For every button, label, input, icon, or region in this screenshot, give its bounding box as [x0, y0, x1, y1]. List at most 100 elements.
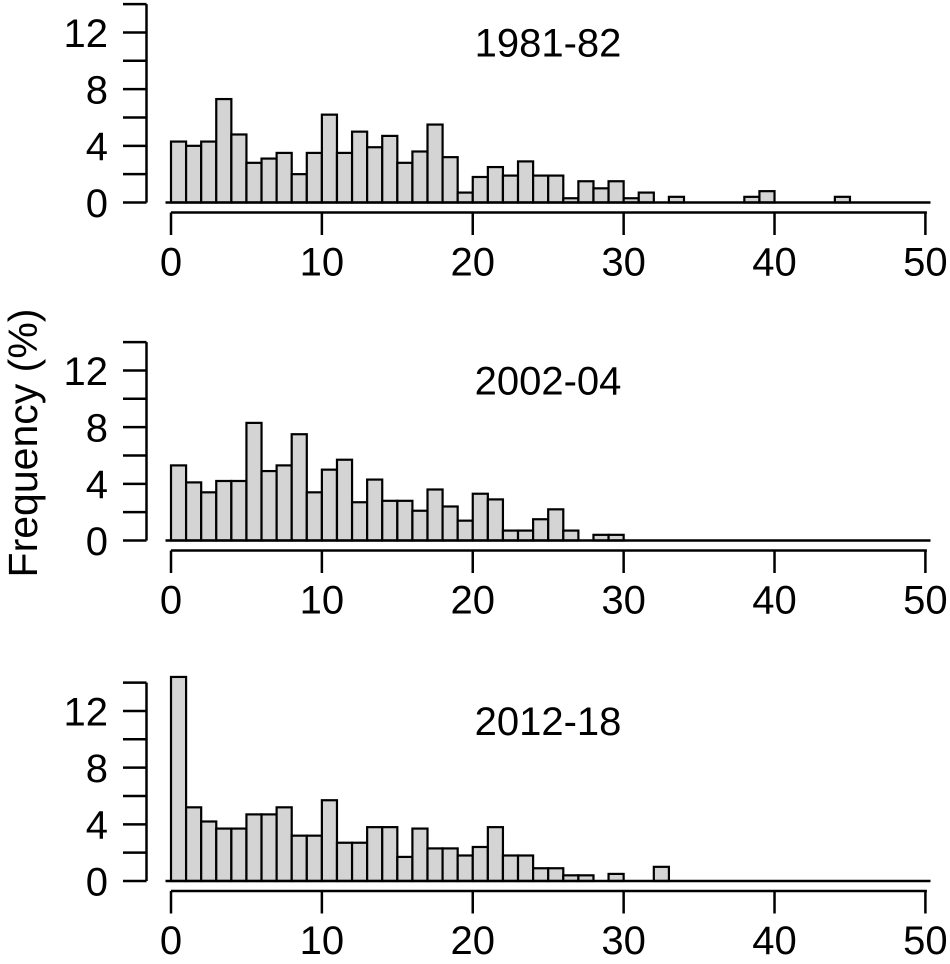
- x-tick-label: 50: [903, 919, 948, 963]
- histogram-bar: [200, 140, 218, 204]
- x-tick-label: 0: [160, 241, 182, 285]
- histogram-bar: [381, 499, 399, 542]
- x-axis: 0 10 20 30 40 50: [160, 889, 948, 963]
- panel-title: 2002-04: [475, 360, 622, 404]
- panel-2012-18: 0 4 8 12 0 10 20 30 40 50 2012-18: [64, 675, 948, 963]
- histogram-bar: [350, 501, 369, 542]
- histogram-bar: [230, 827, 248, 883]
- bars-group: [169, 421, 625, 542]
- x-tick-label: 40: [752, 241, 797, 285]
- y-tick-label: 8: [86, 69, 108, 113]
- x-tick-label: 40: [752, 919, 797, 963]
- histogram-bar: [215, 479, 233, 542]
- y-tick-label: 4: [86, 463, 108, 507]
- histogram-bar: [547, 508, 565, 542]
- histogram-bar: [366, 478, 384, 542]
- histogram-bar: [411, 150, 429, 204]
- histogram-bar: [547, 867, 565, 883]
- histogram-bar: [471, 845, 489, 883]
- histogram-bar: [245, 813, 263, 883]
- histogram-bar: [320, 468, 339, 542]
- histogram-bar: [516, 854, 535, 883]
- x-tick-label: 20: [451, 241, 496, 285]
- y-axis-title: Frequency (%): [0, 309, 46, 578]
- histogram-bar: [471, 175, 489, 204]
- histogram-bar: [411, 509, 429, 542]
- y-tick-label: 4: [86, 125, 108, 169]
- histogram-bar: [230, 133, 248, 204]
- histogram-bar: [381, 134, 399, 204]
- histogram-bar: [532, 174, 550, 204]
- histogram-bar: [441, 847, 459, 883]
- x-tick-label: 10: [300, 919, 345, 963]
- histogram-bar: [456, 854, 474, 883]
- y-tick-label: 0: [86, 182, 108, 226]
- histogram-bar: [577, 180, 595, 204]
- y-tick-label: 12: [64, 12, 109, 56]
- x-tick-label: 20: [451, 919, 496, 963]
- histogram-bar: [215, 97, 233, 204]
- y-axis: 0 4 8 12: [64, 2, 148, 226]
- histogram-bar: [184, 144, 203, 204]
- y-tick-label: 0: [86, 860, 108, 904]
- histogram-bar: [396, 855, 414, 883]
- histogram-bar: [320, 799, 339, 883]
- x-tick-label: 30: [601, 919, 646, 963]
- histogram-bar: [381, 826, 399, 883]
- histogram-bar: [396, 161, 414, 204]
- panel-title: 1981-82: [475, 22, 622, 66]
- histogram-bar: [275, 806, 293, 883]
- x-tick-label: 30: [601, 241, 646, 285]
- histogram-bar: [516, 160, 535, 204]
- y-axis: 0 4 8 12: [64, 681, 148, 904]
- histogram-bar: [486, 165, 505, 204]
- histogram-bar: [260, 813, 278, 883]
- histogram-bar: [275, 151, 293, 204]
- bars-group: [169, 675, 671, 883]
- histogram-bar: [486, 826, 505, 883]
- histogram-bar: [169, 140, 188, 204]
- histogram-bar: [215, 827, 233, 883]
- y-axis: 0 4 8 12: [64, 340, 148, 564]
- histogram-bar: [607, 180, 625, 204]
- histogram-bar: [350, 841, 369, 883]
- histogram-bar: [184, 481, 203, 542]
- histogram-bar: [547, 174, 565, 204]
- histogram-bar: [200, 820, 218, 883]
- y-tick-label: 8: [86, 747, 108, 791]
- y-tick-label: 12: [64, 350, 109, 394]
- x-axis: 0 10 20 30 40 50: [160, 211, 948, 285]
- histogram-bar: [456, 519, 474, 542]
- histogram-bar: [305, 834, 323, 883]
- y-tick-label: 0: [86, 520, 108, 564]
- histogram-bar: [245, 161, 263, 204]
- histogram-bar: [335, 151, 354, 204]
- histogram-bar: [305, 151, 323, 204]
- histogram-bar: [426, 847, 444, 883]
- bars-group: [169, 97, 852, 204]
- histogram-bar: [426, 488, 444, 542]
- histogram-bar: [200, 491, 218, 542]
- histogram-bar: [516, 529, 535, 542]
- histogram-bar: [441, 156, 459, 204]
- x-axis: 0 10 20 30 40 50: [160, 549, 948, 623]
- histogram-bar: [184, 806, 203, 883]
- histogram-bar: [230, 479, 248, 542]
- y-tick-label: 4: [86, 804, 108, 848]
- y-tick-label: 8: [86, 407, 108, 451]
- x-tick-label: 30: [601, 579, 646, 623]
- histogram-bar: [290, 834, 308, 883]
- histogram-bar: [426, 123, 444, 204]
- histogram-bar: [532, 518, 550, 542]
- histogram-bar: [396, 499, 414, 542]
- y-tick-label: 12: [64, 690, 109, 734]
- x-tick-label: 0: [160, 579, 182, 623]
- histogram-bar: [320, 113, 339, 204]
- histogram-bar: [758, 190, 776, 204]
- histogram-bar: [350, 130, 369, 204]
- histogram-bar: [245, 421, 263, 542]
- x-tick-label: 10: [300, 241, 345, 285]
- x-tick-label: 50: [903, 241, 948, 285]
